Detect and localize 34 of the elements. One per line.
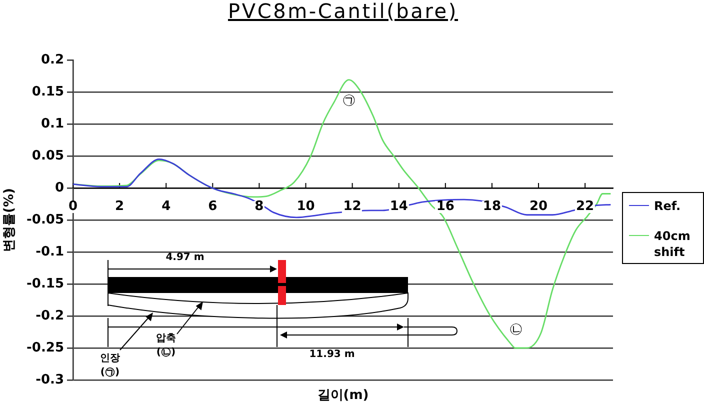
annotation: 인장 (㉠): [99, 352, 121, 380]
x-tick-label: 2: [114, 199, 126, 214]
x-tick-label: 8: [254, 199, 265, 214]
x-tick-label: 12: [342, 199, 362, 214]
x-tick-label: 22: [575, 199, 596, 214]
x-axis-title: 길이(m): [317, 388, 369, 404]
y-axis-title: 변형률(%): [2, 188, 18, 252]
y-tick-label: 0.2: [40, 52, 64, 68]
y-tick-label: -0.05: [26, 212, 64, 228]
y-tick-label: -0.1: [36, 244, 64, 260]
y-tick-label: 0.1: [40, 116, 64, 132]
legend-label: 40cm shift: [654, 228, 692, 260]
annotation: ㉠: [342, 92, 356, 108]
annotation: 4.97 m: [166, 252, 204, 263]
x-tick-label: 4: [160, 199, 172, 214]
x-tick-label: 14: [388, 199, 409, 214]
annotation: 11.93 m: [309, 349, 355, 360]
x-tick-label: 18: [482, 199, 502, 214]
chart-title: PVC8m-Cantil(bare): [228, 0, 458, 23]
y-tick-label: -0.15: [26, 276, 64, 292]
y-tick-label: -0.3: [36, 372, 64, 388]
x-tick-label: 16: [435, 199, 456, 214]
annotation: ㉡: [510, 322, 522, 338]
x-tick-label: 10: [296, 199, 316, 214]
y-tick-label: 0.15: [32, 84, 64, 100]
annotation: 압축 (㉡): [155, 332, 177, 360]
y-tick-label: 0.05: [32, 148, 64, 164]
x-tick-label: 20: [528, 199, 549, 214]
x-tick-label: 0: [67, 199, 79, 214]
x-tick-label: 6: [207, 199, 218, 214]
y-tick-label: 0: [54, 180, 64, 196]
y-tick-label: -0.25: [26, 340, 64, 356]
legend-label: Ref.: [654, 198, 682, 214]
y-tick-label: -0.2: [36, 308, 64, 324]
